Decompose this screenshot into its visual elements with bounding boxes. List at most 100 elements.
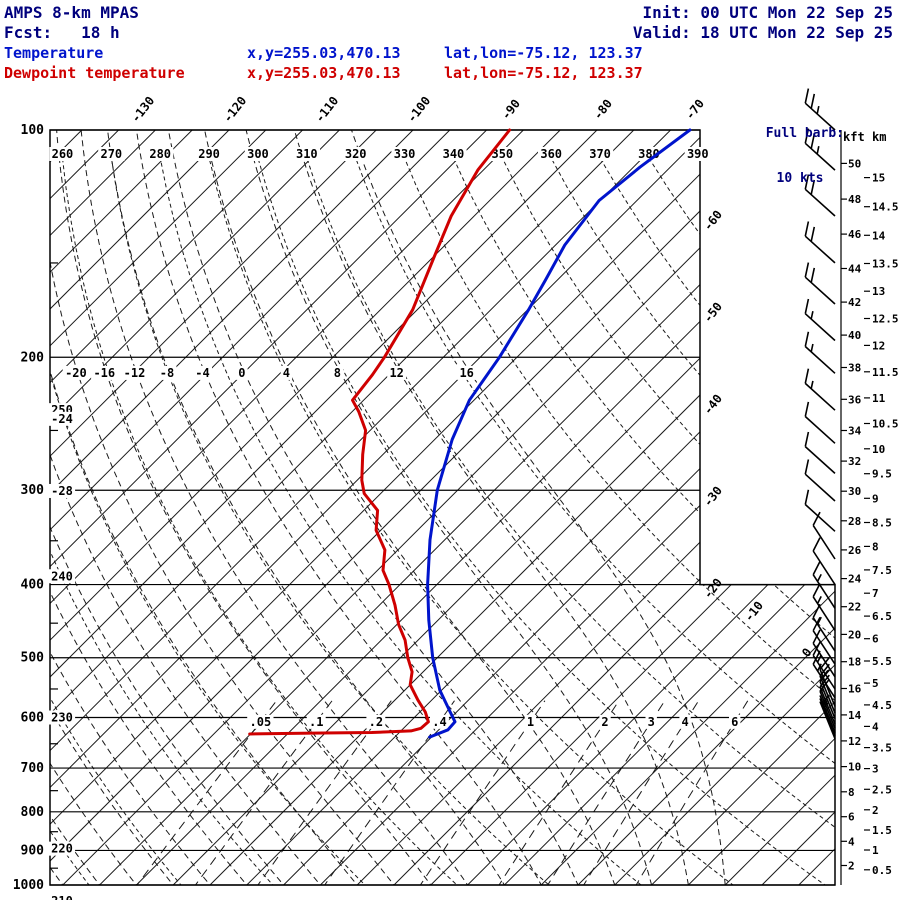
svg-text:14.5: 14.5 — [872, 201, 899, 214]
svg-text:2: 2 — [848, 860, 855, 873]
svg-text:10: 10 — [848, 761, 861, 774]
svg-text:2.5: 2.5 — [872, 783, 892, 796]
svg-text:3: 3 — [872, 763, 879, 776]
svg-text:5.5: 5.5 — [872, 655, 892, 668]
svg-text:15: 15 — [872, 172, 885, 185]
svg-text:280: 280 — [149, 147, 171, 161]
isotherm-label: -100 — [404, 94, 433, 125]
svg-text:34: 34 — [848, 425, 862, 438]
svg-text:12: 12 — [848, 735, 861, 748]
pressure-label: 800 — [21, 805, 45, 820]
svg-text:390: 390 — [687, 147, 709, 161]
temperature-latlon: lat,lon=-75.12, 123.37 — [444, 44, 643, 62]
svg-text:12.5: 12.5 — [872, 313, 899, 326]
isotherm-label: -30 — [701, 484, 725, 510]
barb-legend-line2: 10 kts — [776, 171, 824, 186]
svg-text:2: 2 — [601, 715, 608, 729]
svg-text:50: 50 — [848, 157, 861, 170]
svg-text:4: 4 — [283, 366, 290, 380]
svg-text:-8: -8 — [160, 366, 174, 380]
wind-barbs — [804, 88, 836, 739]
barb-legend-line1: Full barb: — [765, 126, 844, 141]
isotherm-label: -60 — [701, 208, 725, 234]
svg-text:48: 48 — [848, 193, 861, 206]
svg-text:6.5: 6.5 — [872, 610, 892, 623]
svg-text:20: 20 — [848, 628, 861, 641]
svg-text:44: 44 — [848, 263, 862, 276]
svg-text:1: 1 — [527, 715, 534, 729]
pressure-label: 700 — [21, 761, 45, 776]
valid-time: Valid: 18 UTC Mon 22 Sep 25 — [632, 23, 893, 42]
svg-text:1.5: 1.5 — [872, 824, 892, 837]
temperature-curve — [426, 128, 692, 739]
pressure-label: 900 — [21, 843, 45, 858]
svg-text:.05: .05 — [250, 715, 272, 729]
barb-legend: Full barb: 10 kts — [756, 96, 844, 216]
svg-text:0.5: 0.5 — [872, 864, 892, 877]
svg-text:14: 14 — [848, 709, 862, 722]
svg-text:4: 4 — [682, 715, 689, 729]
svg-text:-24: -24 — [51, 412, 73, 426]
dewpoint-latlon: lat,lon=-75.12, 123.37 — [444, 64, 643, 82]
svg-text:-12: -12 — [124, 366, 146, 380]
pressure-label: 500 — [21, 651, 45, 666]
isotherm-label: -10 — [742, 599, 766, 625]
svg-text:270: 270 — [100, 147, 122, 161]
svg-text:4.5: 4.5 — [872, 699, 892, 712]
svg-text:16: 16 — [459, 366, 473, 380]
svg-text:13.5: 13.5 — [872, 258, 899, 271]
svg-text:12: 12 — [389, 366, 403, 380]
svg-text:310: 310 — [296, 147, 318, 161]
svg-text:6: 6 — [872, 633, 879, 646]
isotherm-label: -130 — [128, 94, 157, 125]
pressure-label: 1000 — [13, 878, 44, 893]
isotherm-label: -20 — [701, 576, 725, 602]
svg-text:10: 10 — [872, 443, 885, 456]
svg-text:11.5: 11.5 — [872, 366, 899, 379]
svg-text:14: 14 — [872, 229, 886, 242]
svg-text:.4: .4 — [432, 715, 446, 729]
pressure-label: 100 — [21, 123, 45, 138]
svg-text:.1: .1 — [309, 715, 323, 729]
svg-text:290: 290 — [198, 147, 220, 161]
svg-text:4: 4 — [848, 835, 855, 848]
isotherm-label: -110 — [312, 94, 341, 125]
model-title: AMPS 8-km MPAS — [4, 3, 139, 22]
svg-text:8: 8 — [872, 540, 879, 553]
svg-text:46: 46 — [848, 228, 862, 241]
svg-text:230: 230 — [51, 711, 73, 725]
svg-text:370: 370 — [589, 147, 611, 161]
svg-text:6: 6 — [731, 715, 738, 729]
svg-text:8: 8 — [334, 366, 341, 380]
svg-text:0: 0 — [238, 366, 245, 380]
pressure-label: 300 — [21, 483, 45, 498]
svg-text:30: 30 — [848, 485, 861, 498]
svg-text:360: 360 — [540, 147, 562, 161]
svg-text:36: 36 — [848, 393, 862, 406]
forecast-hour: Fcst: 18 h — [4, 23, 120, 42]
svg-text:-28: -28 — [51, 484, 73, 498]
pressure-label: 200 — [21, 350, 45, 365]
svg-text:18: 18 — [848, 656, 861, 669]
pressure-label: 600 — [21, 711, 45, 726]
svg-text:300: 300 — [247, 147, 269, 161]
dewpoint-curve — [248, 128, 512, 736]
svg-text:38: 38 — [848, 362, 861, 375]
svg-text:-4: -4 — [195, 366, 209, 380]
svg-text:.2: .2 — [369, 715, 383, 729]
svg-text:28: 28 — [848, 515, 861, 528]
svg-text:13: 13 — [872, 285, 885, 298]
svg-text:16: 16 — [848, 683, 862, 696]
svg-text:9: 9 — [872, 492, 879, 505]
isotherm-label: -40 — [701, 392, 725, 418]
svg-text:10.5: 10.5 — [872, 418, 899, 431]
svg-text:26: 26 — [848, 544, 862, 557]
svg-text:40: 40 — [848, 329, 861, 342]
svg-text:1: 1 — [872, 844, 879, 857]
svg-text:42: 42 — [848, 296, 861, 309]
km-axis-label: km — [872, 130, 886, 144]
svg-text:3.5: 3.5 — [872, 742, 892, 755]
svg-text:-16: -16 — [93, 366, 115, 380]
